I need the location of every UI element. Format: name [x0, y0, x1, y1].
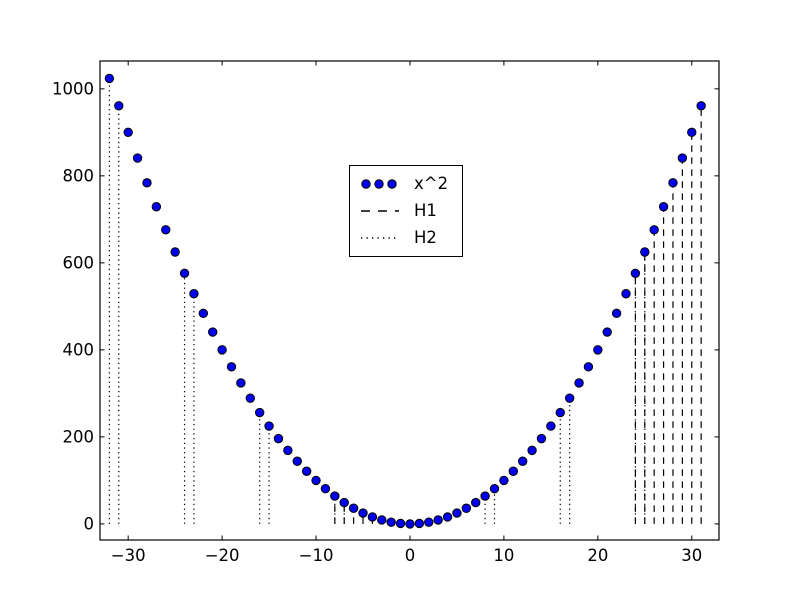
data-point	[611, 308, 622, 319]
vlines-h2	[108, 78, 646, 524]
data-point	[179, 268, 190, 279]
stem-vlines	[108, 78, 702, 524]
data-point	[517, 456, 528, 466]
x-tick-label: −10	[299, 546, 334, 565]
x-tick-label: −20	[205, 546, 240, 565]
legend-label-x2: x^2	[414, 174, 449, 194]
vlines-h1	[334, 105, 702, 524]
data-point	[564, 393, 575, 403]
data-point	[283, 445, 293, 456]
legend-entry-x2: x^2	[356, 171, 456, 198]
data-point	[198, 308, 209, 319]
data-point	[367, 512, 378, 522]
scatter-marker-sample-icon	[361, 179, 397, 190]
data-point	[142, 178, 152, 188]
data-point	[151, 202, 162, 212]
x-tick-label: 20	[587, 546, 608, 565]
data-point	[499, 475, 509, 486]
data-point	[395, 518, 406, 529]
legend-entry-h1: H1	[356, 198, 456, 225]
data-point	[433, 515, 443, 525]
data-point	[226, 362, 237, 372]
data-point	[649, 225, 659, 235]
legend: x^2 H1 H2	[349, 165, 463, 257]
data-point	[264, 421, 274, 431]
x-tick-label: 30	[681, 546, 702, 565]
dashed-line-sample-icon	[361, 210, 399, 212]
x-tick-label: −30	[111, 546, 146, 565]
x-tick-label: 10	[493, 546, 514, 565]
data-point	[123, 127, 133, 138]
data-point	[320, 483, 331, 494]
data-point	[593, 345, 603, 355]
data-point	[461, 503, 472, 513]
data-point	[555, 407, 565, 418]
legend-label-h1: H1	[414, 201, 437, 220]
legend-entry-h2: H2	[356, 224, 456, 251]
data-point	[114, 101, 124, 111]
y-tick-label: 200	[63, 427, 95, 446]
data-point	[161, 225, 171, 235]
data-point	[602, 327, 612, 337]
data-point	[386, 517, 396, 527]
data-point	[132, 153, 143, 163]
data-point	[254, 407, 265, 418]
data-point	[104, 73, 115, 84]
data-point	[621, 289, 631, 299]
data-point	[527, 445, 537, 456]
data-point	[405, 519, 415, 529]
data-point	[471, 497, 481, 508]
data-point	[236, 378, 246, 388]
y-tick-label: 0	[84, 514, 95, 533]
data-point	[358, 508, 368, 518]
data-point	[208, 327, 218, 337]
data-point	[658, 202, 669, 212]
data-point	[339, 497, 349, 508]
data-point	[273, 433, 284, 444]
data-point	[189, 289, 199, 299]
data-point	[452, 508, 462, 518]
legend-label-h2: H2	[414, 227, 437, 247]
tick-labels: −30 −20 −10 0 10 20 30 0 200 400 600 800 1000	[52, 79, 702, 565]
axes-ticks	[100, 61, 719, 540]
data-point	[489, 483, 500, 494]
data-point	[583, 362, 594, 372]
data-point	[301, 466, 312, 476]
dotted-line-sample-icon	[361, 236, 396, 239]
data-point	[536, 433, 547, 444]
plot-spines	[99, 60, 720, 541]
data-point	[311, 475, 321, 486]
data-point	[348, 503, 359, 513]
data-point	[170, 247, 180, 257]
data-point	[677, 153, 688, 163]
y-tick-label: 1000	[52, 79, 94, 98]
data-point	[442, 512, 453, 522]
y-tick-label: 600	[63, 253, 95, 272]
data-point	[574, 378, 584, 388]
data-point	[330, 491, 340, 501]
data-point	[630, 268, 641, 279]
data-point	[217, 345, 227, 355]
data-point	[696, 101, 706, 111]
data-point	[377, 515, 387, 525]
x-tick-label: 0	[405, 546, 416, 565]
data-point	[668, 178, 678, 188]
data-point	[480, 491, 490, 501]
data-point	[424, 517, 434, 527]
data-point	[546, 421, 556, 431]
data-point	[414, 518, 425, 529]
y-tick-label: 400	[63, 340, 95, 359]
y-tick-label: 800	[63, 166, 95, 185]
data-point	[508, 466, 518, 476]
data-point	[640, 247, 650, 257]
scatter-series-x2	[104, 73, 706, 529]
data-point	[292, 456, 302, 466]
data-point	[245, 393, 255, 403]
data-point	[687, 127, 697, 138]
